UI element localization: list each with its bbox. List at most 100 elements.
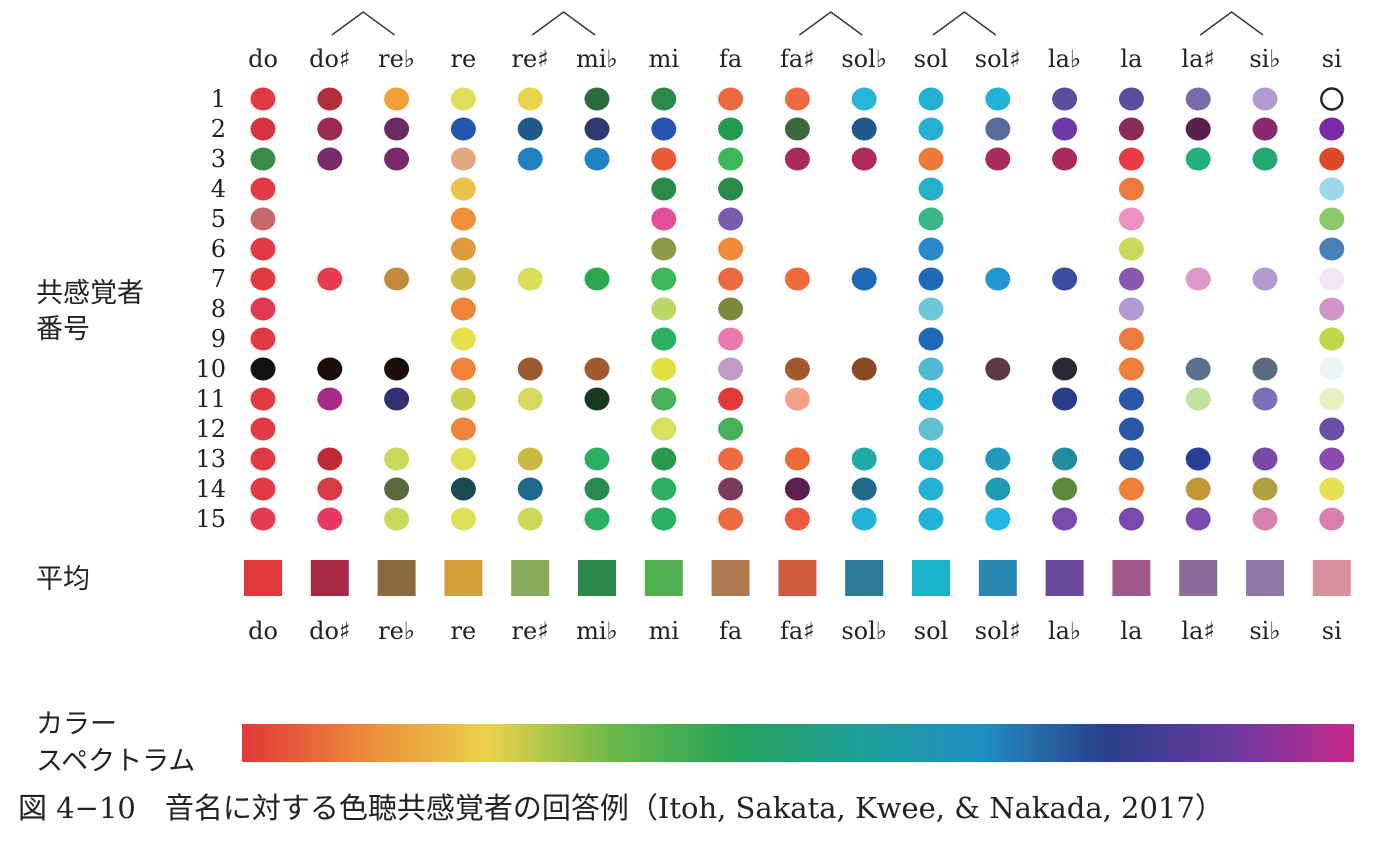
- row-label-7: 7: [211, 265, 226, 293]
- dot-s13-fa: [718, 447, 744, 471]
- row-label-9: 9: [211, 325, 226, 353]
- note-label-bottom-mi: mi: [649, 617, 680, 645]
- dot-s3-do: [250, 147, 276, 171]
- dot-s5-mi: [651, 207, 677, 231]
- dot-s13-do-sharp: [317, 447, 343, 471]
- dot-s11-re-flat: [384, 387, 410, 411]
- dot-s8-si: [1319, 297, 1345, 321]
- average-swatch-la-flat: [1045, 560, 1084, 596]
- spectrum-label: カラー スペクトラム: [36, 709, 195, 777]
- dot-s2-si-flat: [1252, 117, 1278, 141]
- dot-s14-fa-sharp: [784, 477, 810, 501]
- dot-s1-re: [450, 87, 476, 111]
- dot-s2-sol-sharp: [985, 117, 1011, 141]
- average-swatch-mi-flat: [578, 560, 616, 596]
- dot-s7-do: [250, 267, 276, 291]
- dot-s15-la: [1118, 507, 1144, 531]
- dot-s15-la-flat: [1052, 507, 1078, 531]
- dot-s5-la: [1118, 207, 1144, 231]
- enharmonic-bracket-4: [1199, 11, 1264, 36]
- note-label-bottom-do: do: [248, 617, 278, 645]
- dot-s1-do: [250, 87, 276, 111]
- dot-s11-si-flat: [1252, 387, 1278, 411]
- dot-s10-si-flat: [1252, 357, 1278, 381]
- dot-s15-sol-sharp: [985, 507, 1011, 531]
- dot-s15-re: [450, 507, 476, 531]
- dot-s12-si: [1319, 417, 1345, 441]
- dot-s7-re: [450, 267, 476, 291]
- dot-s12-fa: [718, 417, 744, 441]
- dot-s14-fa: [718, 477, 744, 501]
- note-label-la: la: [1120, 45, 1142, 73]
- dot-s1-fa-sharp: [784, 87, 810, 111]
- dot-s4-mi: [651, 177, 677, 201]
- dot-s3-sol-sharp: [985, 147, 1011, 171]
- dot-s14-sol-sharp: [985, 477, 1011, 501]
- dot-s4-si: [1319, 177, 1345, 201]
- note-label-la-flat: la♭: [1048, 45, 1081, 73]
- row-label-3: 3: [211, 145, 226, 173]
- dot-s15-si-flat: [1252, 507, 1278, 531]
- row-label-1: 1: [211, 85, 226, 113]
- average-swatch-fa: [711, 560, 750, 596]
- dot-s6-la: [1118, 237, 1144, 261]
- dot-s7-fa: [718, 267, 744, 291]
- note-label-bottom-sol-flat: sol♭: [841, 617, 887, 645]
- dot-s11-re: [450, 387, 476, 411]
- figure-caption: 図 4−10 音名に対する色聴共感覚者の回答例（Itoh, Sakata, Kw…: [18, 791, 1224, 825]
- dot-s14-la: [1118, 477, 1144, 501]
- average-swatch-re-sharp: [511, 560, 550, 596]
- dot-s7-fa-sharp: [784, 267, 810, 291]
- dot-s7-la-flat: [1052, 267, 1078, 291]
- dot-s15-re-sharp: [517, 507, 543, 531]
- response-dots: [250, 87, 1345, 531]
- dot-s6-re: [450, 237, 476, 261]
- note-label-si: si: [1322, 45, 1342, 73]
- average-swatch-do: [244, 560, 282, 596]
- dot-s13-si-flat: [1252, 447, 1278, 471]
- row-axis-label: 共感覚者 番号: [36, 278, 144, 345]
- dot-s12-re: [450, 417, 476, 441]
- dot-s9-fa: [718, 327, 744, 351]
- dot-s2-sol: [918, 117, 944, 141]
- dot-s2-mi: [651, 117, 677, 141]
- average-swatch-sol-flat: [845, 560, 884, 596]
- note-label-bottom-fa: fa: [719, 617, 742, 645]
- note-label-si-flat: si♭: [1249, 45, 1280, 73]
- dot-s15-la-sharp: [1185, 507, 1211, 531]
- dot-s2-re-sharp: [517, 117, 543, 141]
- dot-s1-sol-flat: [851, 87, 877, 111]
- dot-s1-sol-sharp: [985, 87, 1011, 111]
- dot-s9-la: [1118, 327, 1144, 351]
- note-label-mi-flat: mi♭: [576, 45, 618, 73]
- note-label-bottom-do-sharp: do♯: [309, 617, 350, 645]
- dot-s2-re: [450, 117, 476, 141]
- dot-s10-la-flat: [1052, 357, 1078, 381]
- dot-s3-re-flat: [384, 147, 410, 171]
- dot-s12-la: [1118, 417, 1144, 441]
- dot-s12-do: [250, 417, 276, 441]
- row-axis-label-line-2: 番号: [36, 314, 90, 345]
- dot-s13-mi: [651, 447, 677, 471]
- dot-s8-la: [1118, 297, 1144, 321]
- dot-s2-fa-sharp: [784, 117, 810, 141]
- dot-s15-mi-flat: [584, 507, 610, 531]
- dot-s7-sol-sharp: [985, 267, 1011, 291]
- note-label-bottom-re: re: [451, 617, 477, 645]
- row-label-12: 12: [195, 415, 226, 443]
- note-label-fa-sharp: fa♯: [780, 45, 815, 73]
- dot-s14-re: [450, 477, 476, 501]
- dot-s12-mi: [651, 417, 677, 441]
- dot-s14-si: [1319, 477, 1345, 501]
- enharmonic-bracket-3: [932, 11, 997, 36]
- enharmonic-bracket-0: [331, 11, 396, 36]
- dot-s1-re-sharp: [517, 87, 543, 111]
- dot-s5-sol: [918, 207, 944, 231]
- dot-s4-sol: [918, 177, 944, 201]
- dot-s11-fa: [718, 387, 744, 411]
- dot-s3-mi: [651, 147, 677, 171]
- dot-s2-la-sharp: [1185, 117, 1211, 141]
- note-label-sol-sharp: sol♯: [975, 45, 1021, 73]
- dot-s2-la-flat: [1052, 117, 1078, 141]
- dot-s9-sol: [918, 327, 944, 351]
